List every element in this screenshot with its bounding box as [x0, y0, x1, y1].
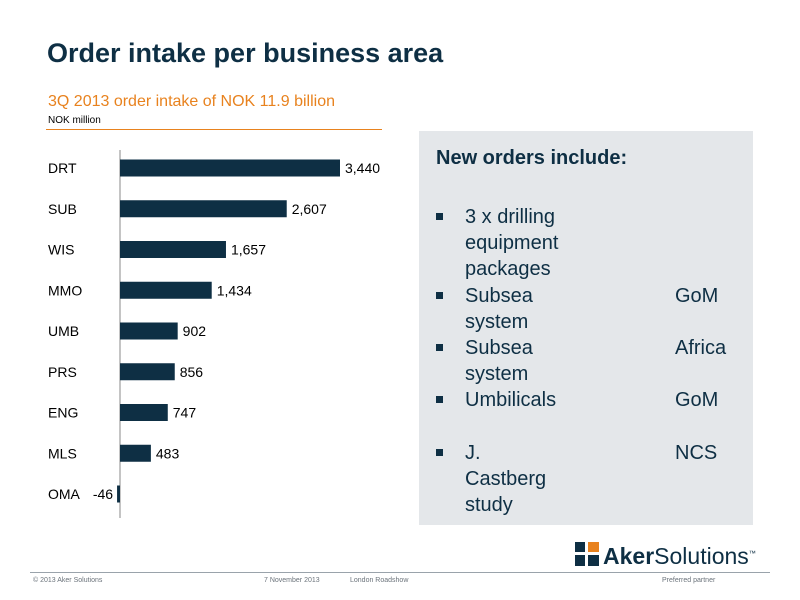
order-item-region: GoM: [675, 285, 719, 307]
order-item-region: NCS: [675, 442, 718, 464]
category-label: OMA: [48, 486, 81, 502]
order-item-text: Subsea system: [465, 337, 533, 385]
bullet-icon: [436, 449, 443, 456]
new-orders-panel: New orders include: 3 x drilling equipme…: [419, 131, 753, 525]
order-item-line2: packages: [465, 258, 551, 280]
bar: [120, 444, 151, 462]
value-label: 2,607: [292, 201, 327, 217]
bullet-icon: [436, 292, 443, 299]
order-item-text: Subsea system: [465, 285, 533, 333]
category-label: UMB: [48, 323, 79, 339]
footer-divider: [30, 572, 770, 573]
category-label: SUB: [48, 201, 77, 217]
bar: [117, 485, 120, 503]
panel-title: New orders include:: [436, 147, 628, 169]
chart-subtitle: 3Q 2013 order intake of NOK 11.9 billion: [48, 93, 335, 110]
footer-date: 7 November 2013: [264, 577, 320, 584]
bar: [120, 159, 340, 177]
bullet-icon: [436, 213, 443, 220]
bar-chart: DRT 3,440 SUB 2,607 WIS 1,657 MMO 1,434 UMB 902 PR…: [48, 150, 380, 518]
order-item-text: J. Castberg study: [465, 442, 547, 516]
category-label: PRS: [48, 364, 77, 380]
bar: [120, 241, 226, 258]
value-label: 902: [183, 323, 207, 339]
logo-wordmark: AkerSolutions™: [603, 543, 756, 569]
bar: [120, 363, 175, 381]
footer-tagline: Preferred partner: [662, 577, 716, 584]
bar: [120, 281, 212, 299]
bullet-icon: [436, 396, 443, 403]
order-item-text: 3 x drilling equipment packages: [465, 204, 558, 282]
category-label: DRT: [48, 160, 77, 176]
value-label: 856: [180, 364, 204, 380]
value-label: 1,657: [231, 242, 266, 258]
page-title: Order intake per business area: [47, 38, 444, 68]
category-label: WIS: [48, 242, 74, 258]
value-label: 3,440: [345, 160, 380, 176]
order-item-line1: 3 x drilling equipment: [465, 206, 559, 254]
bar: [120, 322, 178, 340]
category-label: ENG: [48, 405, 78, 421]
category-label: MLS: [48, 445, 77, 461]
value-label: 747: [173, 405, 197, 421]
bullet-icon: [436, 344, 443, 351]
order-item-region: GoM: [675, 389, 719, 411]
category-label: MMO: [48, 282, 82, 298]
order-item-text: Umbilicals: [465, 389, 557, 411]
value-label: -46: [93, 486, 113, 502]
bar: [120, 200, 287, 218]
value-label: 483: [156, 445, 180, 461]
unit-label: NOK million: [48, 115, 101, 126]
value-label: 1,434: [217, 282, 252, 298]
logo-mark-icon: [575, 542, 599, 566]
bar: [120, 404, 168, 421]
order-item-region: Africa: [675, 337, 727, 359]
subtitle-underline: [46, 129, 382, 130]
footer-event: London Roadshow: [350, 577, 409, 584]
footer-copyright: © 2013 Aker Solutions: [33, 577, 103, 584]
